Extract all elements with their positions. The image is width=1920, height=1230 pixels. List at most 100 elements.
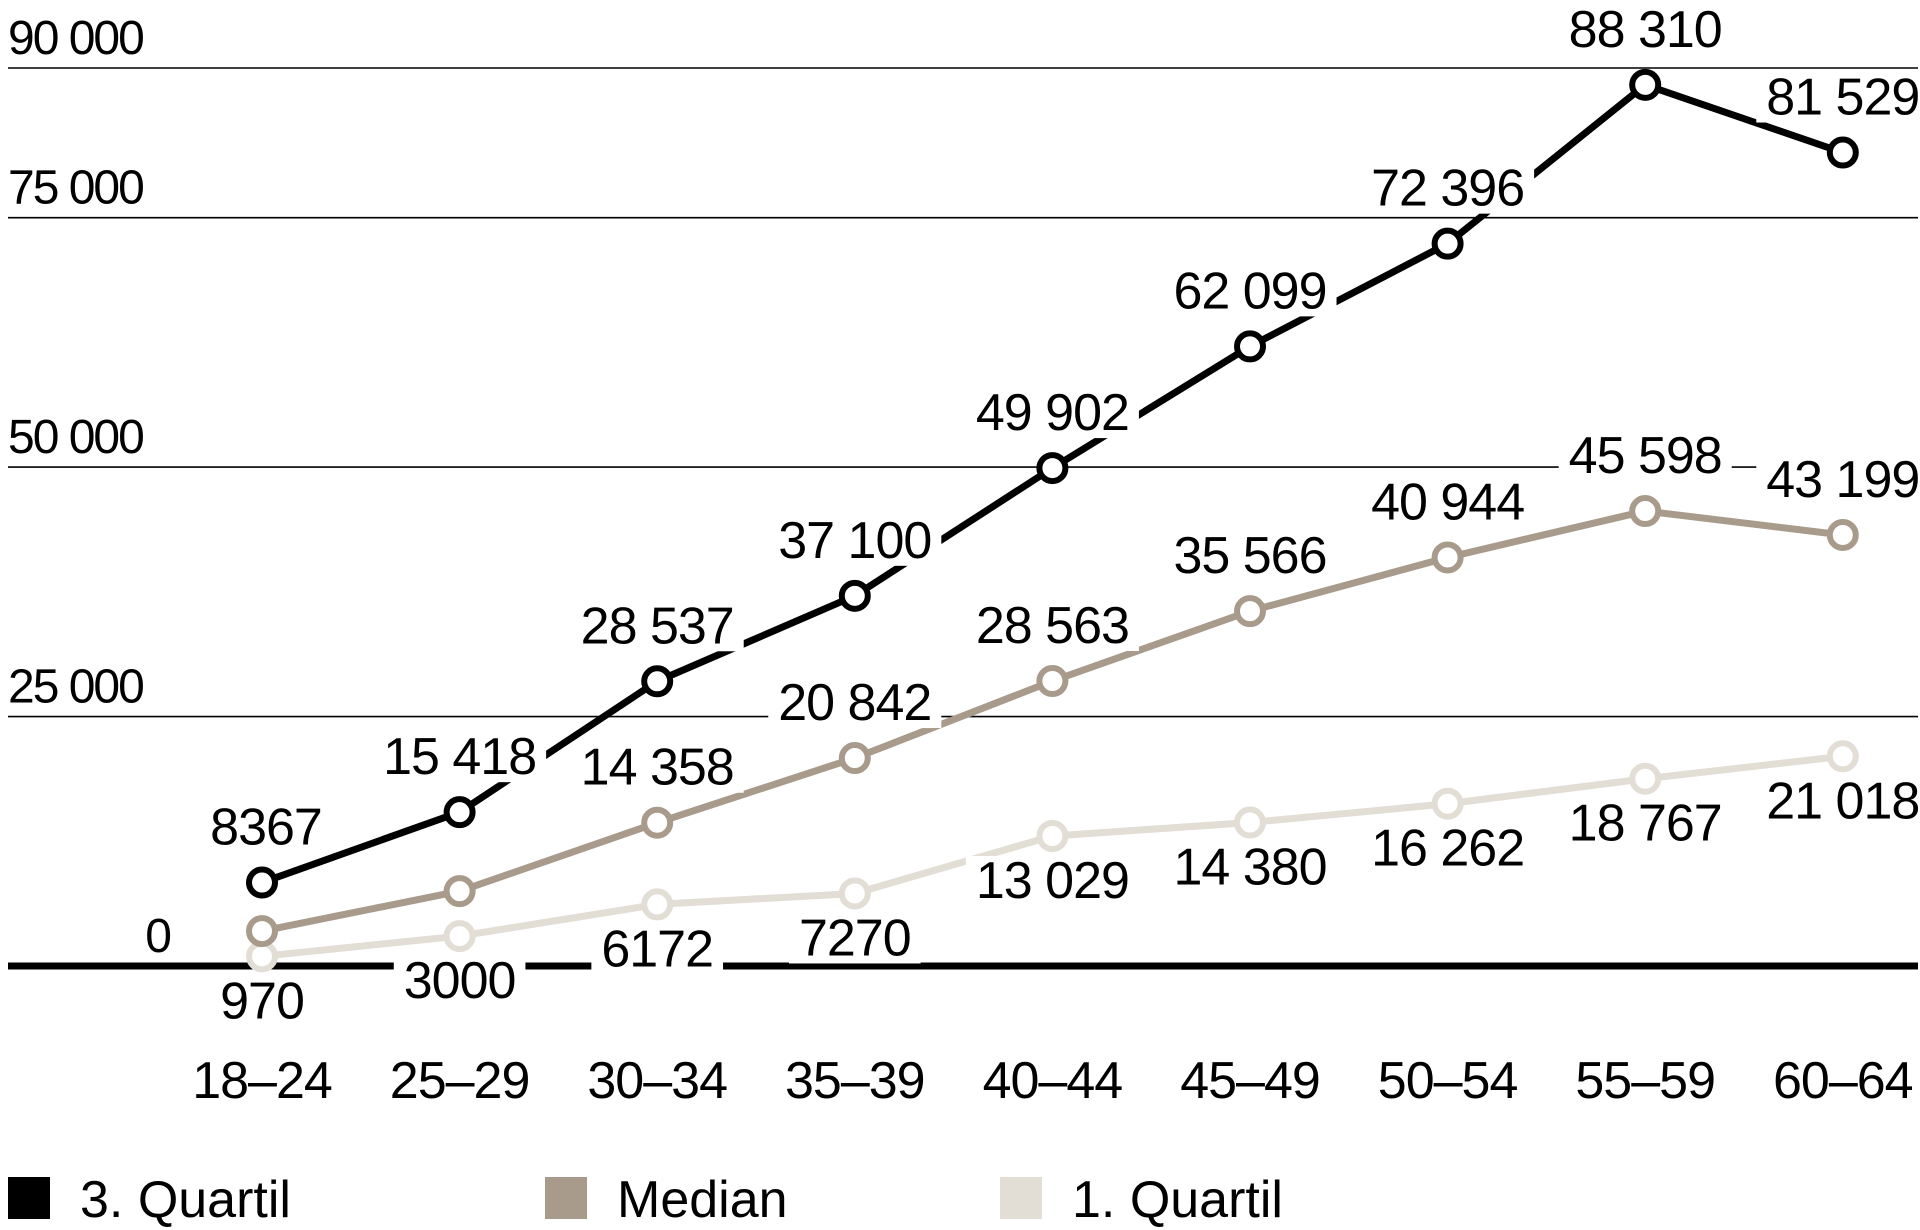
y-tick-label: 0 (145, 910, 170, 963)
data-point (246, 940, 278, 973)
data-point (641, 806, 674, 839)
data-point (1234, 595, 1266, 628)
data-label: 81 529 (1766, 69, 1919, 127)
data-point (443, 920, 476, 953)
data-label-bg (1756, 72, 1920, 123)
legend-swatch (545, 1177, 587, 1219)
grid-lines (8, 67, 1918, 718)
legend-item: 1. Quartil (1000, 1171, 1283, 1229)
data-label-bg (965, 388, 1139, 439)
legend-item: Median (545, 1171, 788, 1229)
data-point (1036, 452, 1069, 485)
y-axis-ticks: 0 25 000 50 000 75 000 90 000 (8, 12, 172, 963)
data-label: 13 029 (976, 852, 1129, 910)
data-label-bg (570, 601, 744, 652)
data-point (246, 866, 278, 899)
data-point (1629, 495, 1662, 528)
data-label-bg (1361, 163, 1535, 214)
data-label: 43 199 (1766, 451, 1919, 509)
data-label-bg (1163, 842, 1337, 893)
x-tick-label: 30–34 (587, 1052, 727, 1110)
data-label: 7270 (799, 909, 911, 967)
data-label: 49 902 (976, 384, 1129, 442)
data-point (1431, 227, 1464, 260)
series-1-quartil (246, 740, 1859, 973)
data-label-bg (1558, 431, 1732, 482)
y-tick-label: 75 000 (8, 162, 143, 215)
data-point (1629, 762, 1662, 795)
data-label-bg (200, 802, 332, 853)
legend-swatch (8, 1177, 50, 1219)
data-label: 21 018 (1766, 772, 1919, 830)
x-tick-label: 45–49 (1180, 1052, 1320, 1110)
data-point (1036, 819, 1069, 852)
legend-swatch (1000, 1177, 1042, 1219)
data-label-bg (210, 976, 314, 1027)
legend-label: 3. Quartil (80, 1171, 291, 1229)
data-point (1826, 740, 1859, 773)
x-tick-label: 18–24 (192, 1052, 332, 1110)
data-label: 88 310 (1569, 1, 1722, 59)
data-label: 62 099 (1173, 262, 1326, 320)
data-point (1431, 787, 1464, 820)
data-label: 20 842 (778, 674, 931, 732)
x-tick-label: 55–59 (1575, 1052, 1715, 1110)
data-label: 14 358 (581, 739, 734, 797)
y-tick-label: 50 000 (8, 411, 143, 464)
data-label-bg (768, 678, 942, 729)
y-tick-label: 25 000 (8, 661, 143, 714)
legend-label: 1. Quartil (1072, 1171, 1283, 1229)
data-label-bg (1361, 823, 1535, 874)
data-point (641, 665, 674, 698)
data-label-bg (393, 956, 526, 1007)
data-label-bg (1361, 477, 1535, 528)
data-point (838, 579, 871, 612)
data-point (641, 888, 674, 921)
x-tick-label: 40–44 (983, 1052, 1123, 1110)
data-label: 3000 (404, 952, 516, 1010)
data-point (246, 915, 278, 948)
data-label-bg (1163, 266, 1337, 317)
data-label-bg (788, 913, 921, 964)
x-tick-label: 25–29 (390, 1052, 530, 1110)
x-axis-ticks: 18–24 25–29 30–34 35–39 40–44 45–49 50–54 55–59… (192, 1052, 1913, 1110)
x-tick-label: 35–39 (785, 1052, 925, 1110)
data-point (1431, 541, 1464, 574)
data-point (1826, 136, 1859, 169)
data-point (1036, 665, 1069, 698)
data-label-bg (1558, 4, 1732, 55)
data-label-bg (965, 601, 1139, 652)
data-label: 970 (220, 972, 304, 1030)
data-label-bg (1163, 531, 1337, 582)
data-label-bg (591, 924, 724, 975)
legend: 3. Quartil Median 1. Quartil (8, 1171, 1283, 1229)
data-point (443, 875, 476, 908)
data-label: 72 396 (1371, 160, 1524, 218)
data-point (1234, 330, 1266, 363)
data-label: 14 380 (1173, 839, 1326, 897)
data-label: 6172 (601, 920, 713, 978)
data-label: 16 262 (1371, 820, 1524, 878)
data-label-bg (570, 742, 744, 793)
data-point (838, 742, 871, 775)
data-label: 45 598 (1569, 427, 1722, 485)
data-label: 18 767 (1569, 795, 1722, 853)
data-label: 28 563 (976, 597, 1129, 655)
data-label: 35 566 (1173, 527, 1326, 585)
x-tick-label: 50–54 (1378, 1052, 1518, 1110)
x-tick-label: 60–64 (1773, 1052, 1913, 1110)
data-point (838, 877, 871, 910)
y-tick-label: 90 000 (8, 12, 143, 65)
data-point (1629, 68, 1662, 101)
data-label-bg (1756, 454, 1920, 505)
data-label-bg (1756, 776, 1920, 827)
data-label: 15 418 (383, 728, 536, 786)
data-label-bg (373, 732, 547, 783)
legend-item: 3. Quartil (8, 1171, 291, 1229)
data-label-bg (1558, 798, 1732, 849)
data-label: 8367 (210, 799, 322, 857)
data-point (443, 796, 476, 829)
series-median (246, 495, 1859, 948)
data-label: 37 100 (778, 512, 931, 570)
